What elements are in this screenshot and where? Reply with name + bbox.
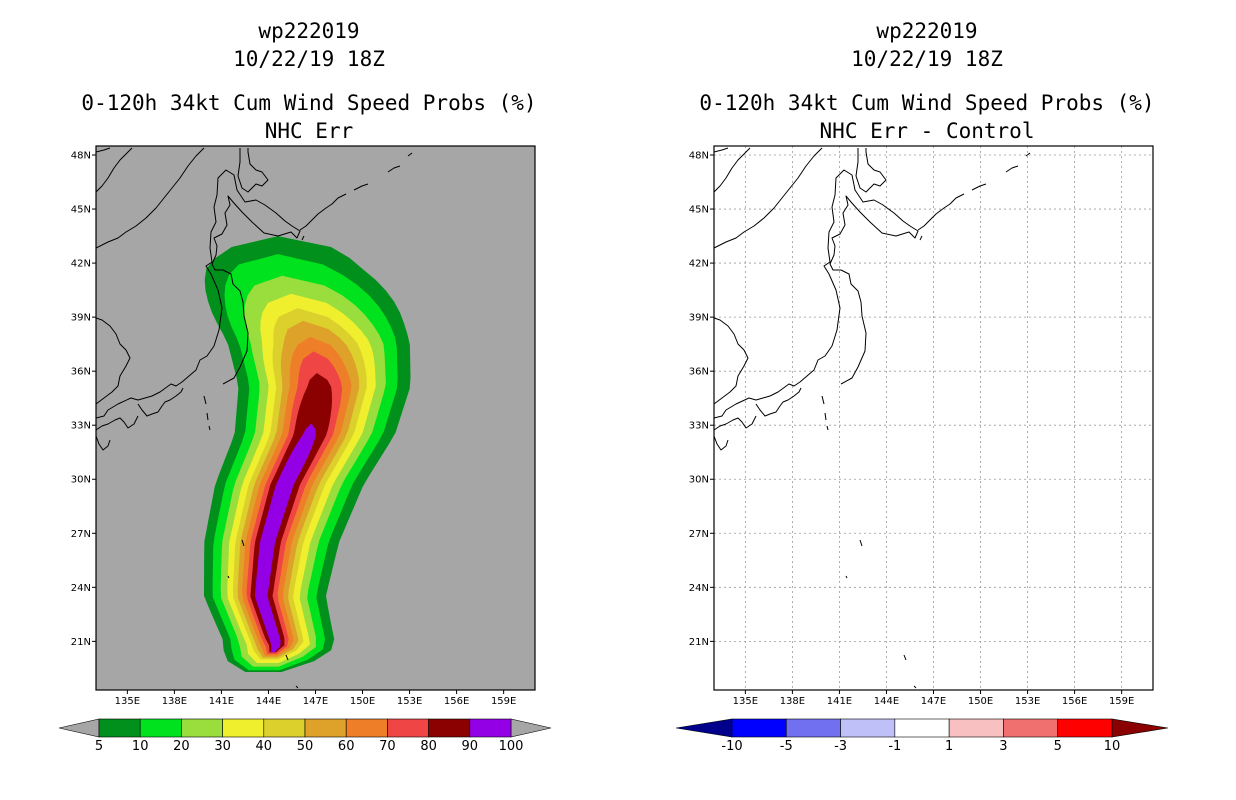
x-tick-label: 153E [397, 696, 422, 707]
x-tick-label: 159E [1109, 696, 1134, 707]
colorbar-swatch [894, 718, 950, 738]
colorbar-label: -3 [834, 739, 847, 754]
y-tick-label: 33N [689, 421, 709, 432]
colorbar-label: -5 [780, 739, 793, 754]
colorbar-label: 10 [1104, 739, 1121, 754]
x-tick-label: 153E [1015, 696, 1040, 707]
y-tick-label: 45N [71, 205, 91, 216]
colorbar-swatch [387, 718, 429, 738]
right-gridlines [714, 146, 1153, 690]
colorbar-label: 80 [420, 739, 437, 754]
colorbar-label: 20 [173, 739, 190, 754]
colorbar-swatch [181, 718, 223, 738]
colorbar-label: 70 [379, 739, 396, 754]
right-title-storm: wp222019 [876, 19, 977, 43]
right-panel: wp222019 10/22/19 18Z 0-120h 34kt Cum Wi… [675, 19, 1169, 754]
x-tick-label: 138E [162, 696, 187, 707]
colorbar-label: 40 [256, 739, 273, 754]
colorbar-left-extension [675, 718, 733, 738]
colorbar-swatch [731, 718, 787, 738]
x-tick-label: 135E [733, 696, 758, 707]
y-tick-label: 39N [71, 313, 91, 324]
colorbar-label: -10 [721, 739, 742, 754]
y-tick-label: 27N [71, 529, 91, 540]
right-axes: 135E 138E 141E 144E 147E 150E 153E 156E 159E 21N 2… [689, 151, 1135, 707]
right-title-date: 10/22/19 18Z [851, 47, 1003, 71]
colorbar-label: 5 [1054, 739, 1062, 754]
left-title-storm: wp222019 [258, 19, 359, 43]
colorbar-label: 10 [132, 739, 149, 754]
x-tick-label: 144E [874, 696, 899, 707]
y-tick-label: 45N [689, 205, 709, 216]
colorbar-swatch [840, 718, 896, 738]
colorbar-label: 60 [338, 739, 355, 754]
colorbar-swatch [304, 718, 347, 738]
probability-contours [204, 236, 411, 672]
right-colorbar: -10 -5 -3 -1 1 3 5 10 [675, 718, 1169, 754]
x-tick-label: 135E [115, 696, 140, 707]
colorbar-swatch [1057, 718, 1113, 738]
y-tick-label: 42N [689, 259, 709, 270]
left-axes: 135E 138E 141E 144E 147E 150E 153E 156E 159E 21N 2… [71, 151, 517, 707]
colorbar-swatch [345, 718, 388, 738]
x-tick-label: 159E [491, 696, 516, 707]
y-tick-label: 27N [689, 529, 709, 540]
y-tick-label: 21N [71, 637, 91, 648]
colorbar-right-extension [1111, 718, 1169, 738]
y-tick-label: 33N [71, 421, 91, 432]
left-title-product: 0-120h 34kt Cum Wind Speed Probs (%) [81, 91, 536, 115]
colorbar-right-extension [510, 718, 552, 738]
right-title-subtitle: NHC Err - Control [820, 119, 1035, 143]
colorbar-label: 3 [999, 739, 1007, 754]
colorbar-swatch [222, 718, 265, 738]
x-tick-label: 141E [209, 696, 234, 707]
colorbar-label: 30 [214, 739, 231, 754]
colorbar-swatch [948, 718, 1004, 738]
x-tick-label: 150E [350, 696, 375, 707]
y-tick-label: 24N [71, 583, 91, 594]
x-tick-label: 144E [256, 696, 281, 707]
y-tick-label: 48N [689, 151, 709, 162]
colorbar-label: 50 [297, 739, 314, 754]
left-colorbar: 5 10 20 30 40 50 60 70 80 90 100 [58, 718, 552, 754]
left-title-date: 10/22/19 18Z [233, 47, 385, 71]
colorbar-label: -1 [888, 739, 901, 754]
x-tick-label: 141E [827, 696, 852, 707]
x-tick-label: 156E [1062, 696, 1087, 707]
prob-band-90-100 [254, 423, 316, 653]
colorbar-label: 1 [945, 739, 953, 754]
colorbar-label: 5 [95, 739, 103, 754]
y-tick-label: 30N [71, 475, 91, 486]
x-tick-label: 138E [780, 696, 805, 707]
right-title-product: 0-120h 34kt Cum Wind Speed Probs (%) [699, 91, 1154, 115]
y-tick-label: 42N [71, 259, 91, 270]
x-tick-label: 156E [444, 696, 469, 707]
x-tick-label: 147E [303, 696, 328, 707]
colorbar-label: 100 [499, 739, 524, 754]
y-tick-label: 39N [689, 313, 709, 324]
x-tick-label: 147E [921, 696, 946, 707]
y-tick-label: 24N [689, 583, 709, 594]
colorbar-swatch [98, 718, 141, 738]
colorbar-swatch [139, 718, 182, 738]
y-tick-label: 36N [689, 367, 709, 378]
colorbar-label: 90 [462, 739, 479, 754]
y-tick-label: 36N [71, 367, 91, 378]
left-panel: wp222019 10/22/19 18Z 0-120h 34kt Cum Wi… [58, 19, 552, 754]
colorbar-swatch [785, 718, 841, 738]
y-tick-label: 48N [71, 151, 91, 162]
colorbar-swatch [428, 718, 471, 738]
colorbar-swatch [469, 718, 512, 738]
y-tick-label: 21N [689, 637, 709, 648]
colorbar-swatch [1003, 718, 1059, 738]
left-title-subtitle: NHC Err [265, 119, 354, 143]
x-tick-label: 150E [968, 696, 993, 707]
colorbar-left-extension [58, 718, 100, 738]
y-tick-label: 30N [689, 475, 709, 486]
colorbar-swatch [263, 718, 306, 738]
